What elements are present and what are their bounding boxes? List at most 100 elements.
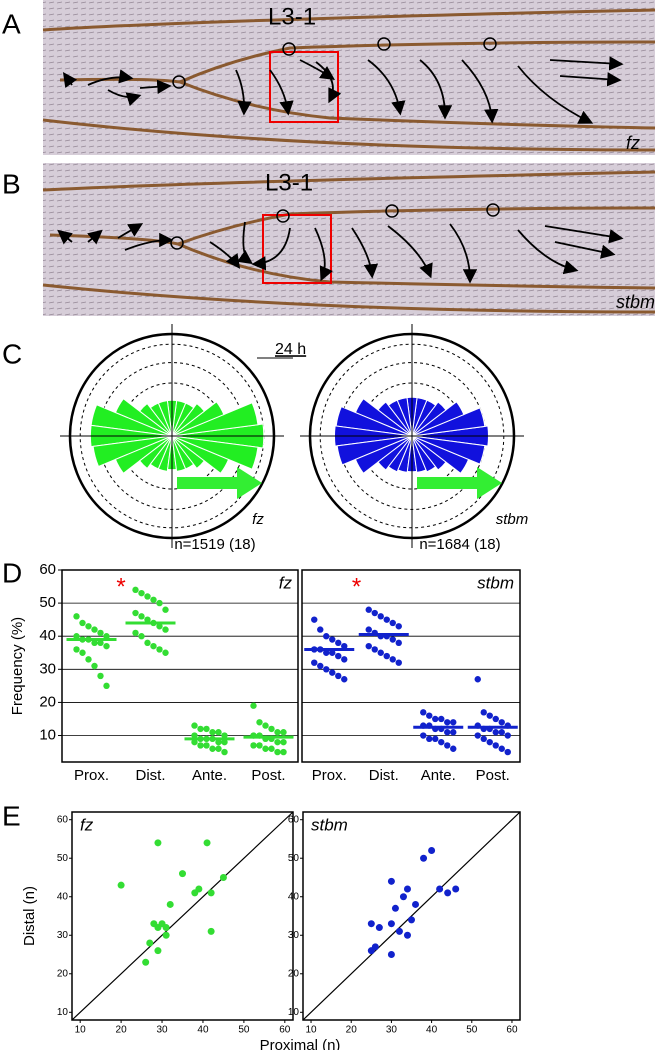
point [144,616,151,623]
point [323,633,330,640]
point [311,659,318,666]
panel-label: A [2,8,21,39]
point [162,649,169,656]
x-tick-label: 20 [346,1025,358,1036]
point [389,619,396,627]
rose-petal [171,402,259,437]
point [191,732,198,739]
point [387,877,395,885]
y-tick-label: 10 [57,1007,69,1018]
wing-photo-a [42,0,656,155]
point [97,629,104,637]
point [389,636,396,643]
point [498,719,505,726]
y-axis-label: Distal (n) [21,886,38,946]
point [492,742,499,749]
x-tick-label: 40 [426,1025,438,1036]
significance: * [116,573,125,600]
point [274,738,281,746]
point [412,900,420,908]
point [323,666,330,673]
point [103,633,110,640]
point [444,889,452,897]
point [262,722,269,729]
point [504,732,511,739]
point [138,633,145,640]
y-tick-label: 10 [39,726,56,743]
point [486,712,493,719]
rose-petal [157,435,173,472]
point [73,633,80,640]
point [215,738,222,746]
point [73,613,80,620]
point [450,745,457,752]
point [492,715,499,723]
rose-title: stbm [496,511,529,528]
point [498,729,505,736]
point [452,885,460,893]
point [103,642,110,650]
point [197,725,204,733]
point [138,589,145,597]
plot-frame [71,811,294,1021]
rose-petal [171,401,225,437]
point [335,652,342,660]
y-tick-label: 60 [288,814,300,825]
y-tick-label: 60 [57,814,69,825]
point [377,613,384,620]
point [97,639,104,647]
point [387,920,395,928]
point [323,649,330,656]
point [480,735,487,743]
x-tick-label: Prox. [74,767,109,784]
point [154,839,162,847]
point [329,649,336,656]
point [420,854,428,862]
direction-arrow [177,467,262,499]
chart-title: stbm [477,573,514,592]
point [371,646,378,653]
point [403,885,411,893]
point [91,639,98,647]
point [144,593,151,600]
point [162,931,170,939]
y-tick-label: 50 [39,594,56,611]
point [399,893,407,901]
point [486,738,493,746]
point [191,889,199,897]
y-tick-label: 20 [39,693,56,710]
point [91,626,98,633]
point [132,609,139,617]
point [203,725,210,733]
point [191,722,198,729]
point [341,656,348,663]
point [444,742,451,749]
rose-petal [92,435,173,468]
x-tick-label: 10 [305,1025,317,1036]
wing-photo-b [42,163,656,316]
point [142,958,150,966]
rose-petal [377,435,413,471]
panel-label: D [2,557,22,588]
x-tick-label: Dist. [136,767,166,784]
point [207,927,215,935]
rose-petal [397,435,413,473]
point [498,745,505,752]
point [203,839,211,847]
significance: * [352,573,361,600]
x-tick-label: Prox. [312,767,347,784]
rose-petal [138,435,173,470]
x-tick-label: Ante. [421,767,456,784]
panel-label: B [2,168,21,199]
point [97,672,104,680]
x-tick-label: 60 [279,1025,291,1036]
point [389,656,396,663]
point [221,738,228,746]
x-tick-label: 10 [75,1025,87,1036]
point [280,748,287,756]
plot-frame [301,569,521,763]
point [426,735,433,743]
point [250,702,257,709]
point [166,900,174,908]
